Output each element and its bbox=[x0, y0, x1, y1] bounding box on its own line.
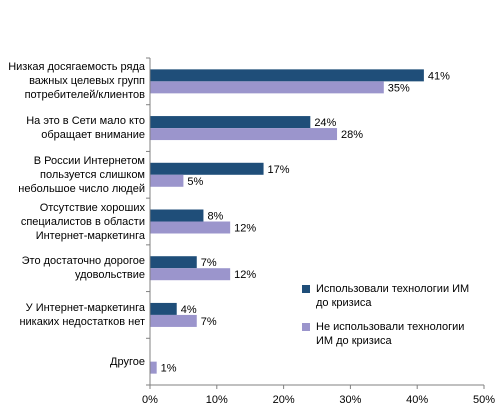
category-label-1-line-3: потребителей/клиентов bbox=[24, 89, 145, 102]
legend: Использовали технологии ИМ до кризиса Не… bbox=[302, 282, 497, 358]
bar-s2-c5 bbox=[150, 268, 231, 281]
category-label-6-line-1: У Интернет-маркетинга bbox=[25, 301, 145, 314]
legend-item-not-used: Не использовали технологии ИМ до кризиса bbox=[302, 320, 497, 348]
legend-swatch-not-used bbox=[302, 323, 310, 331]
category-label-7: Другое bbox=[0, 355, 145, 369]
bar-s2-c4 bbox=[150, 221, 231, 234]
bar-s2-c2 bbox=[150, 128, 338, 141]
category-label-5-line-2: удовольствие bbox=[74, 269, 145, 282]
category-label-1-line-2: важных целевых групп bbox=[29, 75, 145, 88]
legend-label-not-used-line2: ИМ до кризиса bbox=[316, 335, 392, 347]
data-label-s2-c4: 12% bbox=[234, 223, 256, 235]
category-label-2-line-1: На это в Сети мало кто bbox=[26, 115, 145, 128]
x-tick-label-4: 40% bbox=[406, 394, 428, 406]
bar-s1-c3 bbox=[150, 162, 264, 175]
data-label-s2-c3: 5% bbox=[187, 176, 203, 188]
category-label-6-line-2: никаких недостатков нет bbox=[19, 315, 145, 328]
legend-label-used-line2: до кризиса bbox=[316, 297, 372, 309]
x-tick-label-5: 50% bbox=[473, 394, 495, 406]
bar-s1-c4 bbox=[150, 209, 204, 222]
category-label-3-line-3: небольшое число людей bbox=[18, 182, 145, 195]
category-label-4: Отсутствие хороших специалистов в области… bbox=[0, 201, 145, 243]
category-label-4-line-3: Интернет-маркетинга bbox=[35, 229, 145, 242]
data-label-s2-c6: 7% bbox=[201, 316, 217, 328]
bar-s2-c7 bbox=[150, 361, 157, 374]
bar-s1-c1 bbox=[150, 69, 424, 82]
bar-s1-c5 bbox=[150, 256, 197, 269]
legend-label-used-line1: Использовали технологии ИМ bbox=[316, 283, 470, 295]
category-label-3-line-1: В России Интернетом bbox=[33, 154, 145, 167]
legend-label-not-used-line1: Не использовали технологии bbox=[316, 321, 465, 333]
category-label-2-line-2: обращает внимание bbox=[41, 129, 145, 142]
data-label-s2-c5: 12% bbox=[234, 269, 256, 281]
category-label-2: На это в Сети мало кто обращает внимание bbox=[0, 114, 145, 142]
category-label-7-line-1: Другое bbox=[110, 355, 145, 368]
data-label-s2-c7: 1% bbox=[161, 363, 177, 375]
category-label-1-line-1: Низкая досягаемость ряда bbox=[8, 61, 145, 74]
category-label-3-line-2: пользуется слишком bbox=[40, 168, 145, 181]
category-label-6: У Интернет-маркетинга никаких недостатков… bbox=[0, 301, 145, 329]
category-label-4-line-2: специалистов в области bbox=[20, 215, 145, 228]
data-label-s1-c5: 7% bbox=[201, 257, 217, 269]
legend-item-used: Использовали технологии ИМ до кризиса bbox=[302, 282, 497, 310]
category-label-3: В России Интернетом пользуется слишком неб… bbox=[0, 154, 145, 196]
data-label-s1-c1: 41% bbox=[428, 70, 450, 82]
x-tick-label-3: 30% bbox=[339, 394, 361, 406]
x-tick-label-1: 10% bbox=[206, 394, 228, 406]
data-label-s2-c2: 28% bbox=[341, 129, 363, 141]
category-label-5-line-1: Это достаточно дорогое bbox=[21, 255, 145, 268]
data-label-s2-c1: 35% bbox=[388, 82, 410, 94]
bar-s2-c1 bbox=[150, 81, 384, 94]
bar-s2-c6 bbox=[150, 314, 197, 327]
x-tick-label-2: 20% bbox=[273, 394, 295, 406]
data-label-s1-c2: 24% bbox=[314, 117, 336, 129]
data-label-s1-c6: 4% bbox=[181, 304, 197, 316]
bar-s1-c2 bbox=[150, 116, 311, 129]
category-label-4-line-1: Отсутствие хороших bbox=[39, 201, 145, 214]
bar-s1-c6 bbox=[150, 302, 177, 315]
x-tick-label-0: 0% bbox=[142, 394, 158, 406]
bar-s2-c3 bbox=[150, 174, 184, 187]
category-label-5: Это достаточно дорогое удовольствие bbox=[0, 254, 145, 282]
data-label-s1-c4: 8% bbox=[207, 211, 223, 223]
legend-swatch-used bbox=[302, 285, 310, 293]
category-label-1: Низкая досягаемость ряда важных целевых г… bbox=[0, 60, 145, 102]
data-label-s1-c3: 17% bbox=[268, 164, 290, 176]
